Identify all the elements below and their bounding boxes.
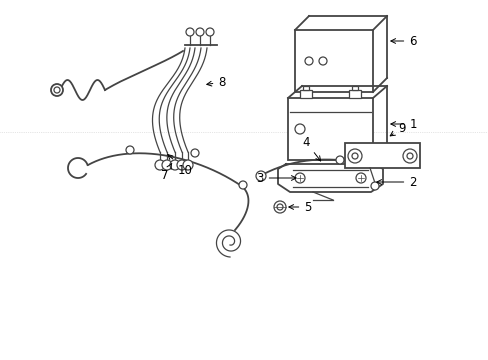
- Circle shape: [51, 84, 63, 96]
- Circle shape: [54, 87, 60, 93]
- Text: 8: 8: [206, 76, 225, 89]
- Circle shape: [191, 149, 199, 157]
- Circle shape: [196, 28, 203, 36]
- Circle shape: [162, 160, 172, 170]
- Circle shape: [318, 57, 326, 65]
- Circle shape: [294, 173, 305, 183]
- Circle shape: [239, 181, 246, 189]
- Circle shape: [355, 173, 365, 183]
- Text: 1: 1: [390, 117, 416, 131]
- Bar: [345, 143, 419, 168]
- Circle shape: [351, 153, 357, 159]
- Circle shape: [406, 153, 412, 159]
- Circle shape: [402, 149, 416, 163]
- Circle shape: [347, 149, 361, 163]
- Bar: [287, 98, 372, 160]
- Circle shape: [276, 204, 283, 210]
- Circle shape: [294, 124, 305, 134]
- Bar: [294, 30, 372, 92]
- Circle shape: [177, 160, 186, 170]
- Circle shape: [183, 160, 193, 170]
- Bar: [303, 86, 308, 90]
- Text: 9: 9: [389, 122, 405, 136]
- Text: 7: 7: [161, 163, 171, 181]
- Circle shape: [273, 201, 285, 213]
- Circle shape: [185, 28, 194, 36]
- Text: 5: 5: [288, 201, 311, 213]
- Circle shape: [305, 57, 312, 65]
- Bar: [299, 90, 311, 98]
- Circle shape: [256, 171, 265, 181]
- Text: 10: 10: [167, 154, 192, 176]
- Circle shape: [335, 156, 343, 164]
- Text: 4: 4: [302, 135, 320, 161]
- Text: 2: 2: [376, 176, 416, 189]
- Circle shape: [126, 146, 134, 154]
- Bar: [351, 86, 357, 90]
- Text: 6: 6: [390, 35, 416, 48]
- Circle shape: [155, 160, 164, 170]
- Circle shape: [205, 28, 214, 36]
- Text: 3: 3: [256, 171, 296, 185]
- Circle shape: [170, 160, 180, 170]
- Bar: [348, 90, 360, 98]
- Circle shape: [370, 182, 378, 190]
